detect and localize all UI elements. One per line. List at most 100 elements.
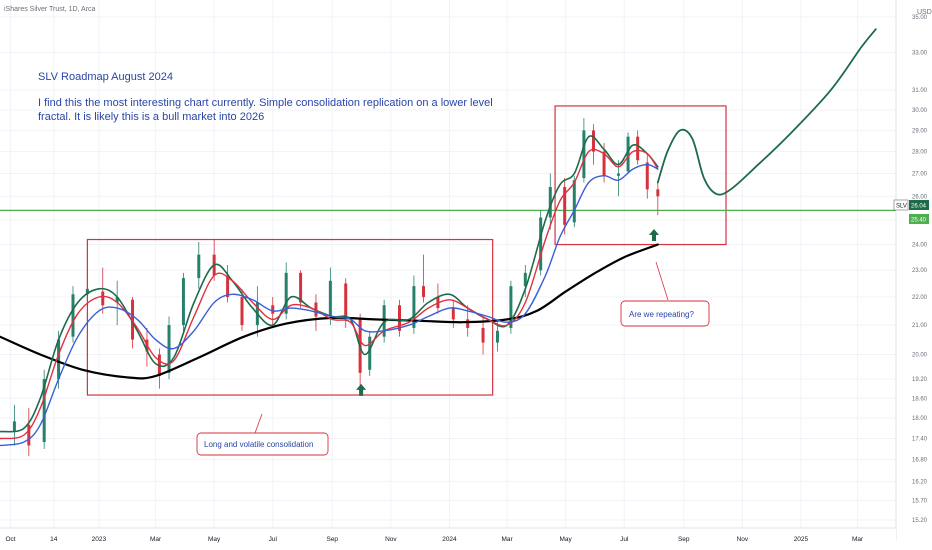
candle-body — [495, 330, 499, 343]
price-tick-label: 23.00 — [912, 268, 928, 274]
candle-body — [636, 136, 640, 161]
candle-body — [382, 305, 386, 337]
price-tick-label: 22.00 — [912, 295, 928, 301]
candle-body — [12, 421, 16, 432]
candle-body — [299, 272, 303, 303]
price-tick-label: 26.00 — [912, 194, 928, 200]
candle-body — [226, 275, 230, 298]
time-tick-label: Jul — [620, 536, 629, 543]
candle-body — [328, 280, 332, 317]
price-tick-label: 33.00 — [912, 50, 928, 56]
price-tick-label: 17.40 — [912, 436, 928, 442]
time-tick-label: Mar — [150, 536, 162, 543]
candle-body — [602, 151, 606, 176]
candle-body — [466, 319, 470, 328]
series-line-projection — [656, 28, 877, 196]
price-tick-label: 24.00 — [912, 243, 928, 249]
price-tick-label: 27.00 — [912, 172, 928, 178]
price-tick-label: 30.00 — [912, 108, 928, 114]
time-tick-label: 2023 — [92, 536, 107, 543]
price-tick-label: 20.00 — [912, 352, 928, 358]
last-price-symbol: SLV — [896, 204, 907, 210]
candle-body — [115, 297, 119, 303]
level-price-tag: 25.40 — [909, 214, 929, 224]
candle-body — [563, 187, 567, 225]
price-tick-label: 35.00 — [912, 15, 928, 21]
callout-right: Are we repeating? — [620, 261, 710, 327]
candle-body — [57, 339, 61, 380]
time-tick-label: Oct — [6, 536, 16, 543]
candle-body — [591, 130, 595, 152]
candle-body — [344, 283, 348, 320]
price-tick-label: 16.80 — [912, 458, 928, 464]
candle-body — [572, 180, 576, 223]
candle-body — [284, 272, 288, 314]
last-price-value: 26.04 — [911, 204, 927, 210]
time-axis[interactable] — [0, 528, 896, 550]
candle-body — [481, 327, 485, 343]
candle-body — [42, 379, 46, 442]
candle-body — [412, 286, 416, 328]
up-arrow-icon — [356, 383, 367, 396]
time-tick-label: Sep — [326, 536, 338, 543]
candle-body — [656, 189, 660, 197]
price-tick-label: 19.20 — [912, 377, 928, 383]
candle-body — [422, 286, 426, 298]
candle-body — [131, 299, 135, 340]
last-price-tag: SLV 26.04 — [893, 199, 929, 211]
candle-body — [548, 187, 552, 218]
level-price-value: 25.40 — [911, 218, 927, 224]
price-tick-label: 18.60 — [912, 396, 928, 402]
annotation-line-2: fractal. It is likely this is a bull mar… — [38, 111, 264, 123]
consolidation-boxes — [86, 105, 727, 396]
price-tick-label: 21.00 — [912, 323, 928, 329]
candle-body — [27, 424, 31, 446]
candle-body — [181, 278, 185, 326]
price-axis[interactable] — [896, 0, 932, 540]
currency-label: USD — [917, 9, 932, 16]
callout-left: Long and volatile consolidation — [196, 413, 329, 456]
time-tick-label: 2024 — [442, 536, 457, 543]
time-tick-label: Nov — [737, 536, 749, 543]
time-tick-label: Sep — [678, 536, 690, 543]
candle-body — [368, 336, 372, 370]
series-line-ema_slow — [0, 163, 659, 447]
time-axis-ticks: Oct 14 2023 Mar May Jul Sep Nov 2024 Mar May Jul Sep… — [6, 536, 865, 543]
up-arrow-icon — [648, 229, 659, 242]
candle-body — [101, 291, 105, 306]
candle-body — [616, 173, 620, 176]
time-tick-label: 2025 — [794, 536, 809, 543]
candle-body — [523, 272, 527, 287]
price-tick-label: 15.70 — [912, 498, 928, 504]
candle-body — [539, 217, 543, 271]
candle-body — [240, 297, 244, 326]
candle-body — [85, 288, 89, 295]
price-tick-label: 16.20 — [912, 480, 928, 486]
candle-body — [645, 162, 649, 190]
time-tick-label: Nov — [385, 536, 397, 543]
callout-left-text: Long and volatile consolidation — [204, 440, 313, 449]
price-tick-label: 29.00 — [912, 128, 928, 134]
price-tick-label: 28.00 — [912, 150, 928, 156]
candle-body — [71, 294, 75, 337]
price-tick-label: 31.00 — [912, 88, 928, 94]
price-axis-ticks: 35.00 33.00 31.00 30.00 29.00 28.00 27.00 26.00… — [912, 15, 928, 524]
consolidation-box — [554, 105, 727, 246]
price-tick-label: 18.00 — [912, 416, 928, 422]
time-tick-label: Jul — [269, 536, 278, 543]
grid — [0, 0, 896, 528]
annotation-line-1: I find this the most interesting chart c… — [38, 97, 493, 109]
candle-body — [398, 305, 402, 331]
time-tick-label: May — [208, 536, 221, 543]
candle-body — [509, 286, 513, 328]
candle-body — [626, 136, 630, 172]
time-tick-label: May — [560, 536, 573, 543]
price-tick-label: 15.20 — [912, 518, 928, 524]
symbol-title: iShares Silver Trust, 1D, Arca — [4, 6, 96, 13]
series-line-ema_mid — [0, 148, 659, 440]
time-tick-label: Mar — [852, 536, 864, 543]
candle-body — [197, 254, 201, 279]
arrows — [356, 229, 659, 396]
candle-body — [271, 305, 275, 314]
